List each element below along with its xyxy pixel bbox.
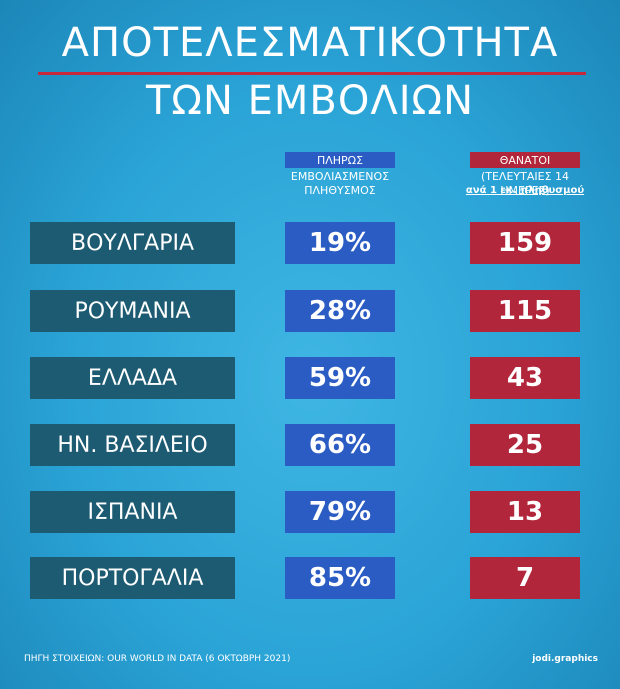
vaccinated-share: 66% — [285, 424, 395, 466]
column-subheader: ΠΛΗΘΥΣΜΟΣ — [304, 184, 376, 197]
column-subheader: ΕΜΒΟΛΙΑΣΜΕΝΟΣ — [290, 170, 390, 183]
deaths-per-million: 25 — [470, 424, 580, 466]
country-name: ΡΟΥΜΑΝΙΑ — [30, 290, 235, 332]
title-line: ΑΠΟΤΕΛΕΣΜΑΤΙΚΟΤΗΤΑ — [61, 20, 559, 66]
country-name: ΗΝ. ΒΑΣΙΛΕΙΟ — [30, 424, 235, 466]
source-note: ΠΗΓΗ ΣΤΟΙΧΕΙΩΝ: OUR WORLD IN DATA (6 ΟΚΤ… — [24, 654, 291, 664]
country-name: ΕΛΛΑΔΑ — [30, 357, 235, 399]
column-subheader: ανά 1 εκ. πληθυσμού — [465, 185, 585, 196]
vaccinated-share: 59% — [285, 357, 395, 399]
credit: jodi.graphics — [532, 654, 598, 664]
title-line: ΤΩΝ ΕΜΒΟΛΙΩΝ — [146, 78, 474, 124]
vaccinated-share: 85% — [285, 557, 395, 599]
vaccinated-share: 19% — [285, 222, 395, 264]
country-name: ΠΟΡΤΟΓΑΛΙΑ — [30, 557, 235, 599]
column-header: ΘΑΝΑΤΟΙ — [470, 152, 580, 168]
deaths-per-million: 13 — [470, 491, 580, 533]
vaccinated-share: 79% — [285, 491, 395, 533]
country-name: ΒΟΥΛΓΑΡΙΑ — [30, 222, 235, 264]
column-subheader: (ΤΕΛΕΥΤΑΙΕΣ 14 ΗΜΕΡΕΣ) — [480, 170, 570, 197]
deaths-per-million: 159 — [470, 222, 580, 264]
vaccinated-share: 28% — [285, 290, 395, 332]
country-name: ΙΣΠΑΝΙΑ — [30, 491, 235, 533]
deaths-per-million: 7 — [470, 557, 580, 599]
deaths-per-million: 115 — [470, 290, 580, 332]
title-underline — [38, 72, 586, 75]
deaths-per-million: 43 — [470, 357, 580, 399]
column-header: ΠΛΗΡΩΣ — [285, 152, 395, 168]
